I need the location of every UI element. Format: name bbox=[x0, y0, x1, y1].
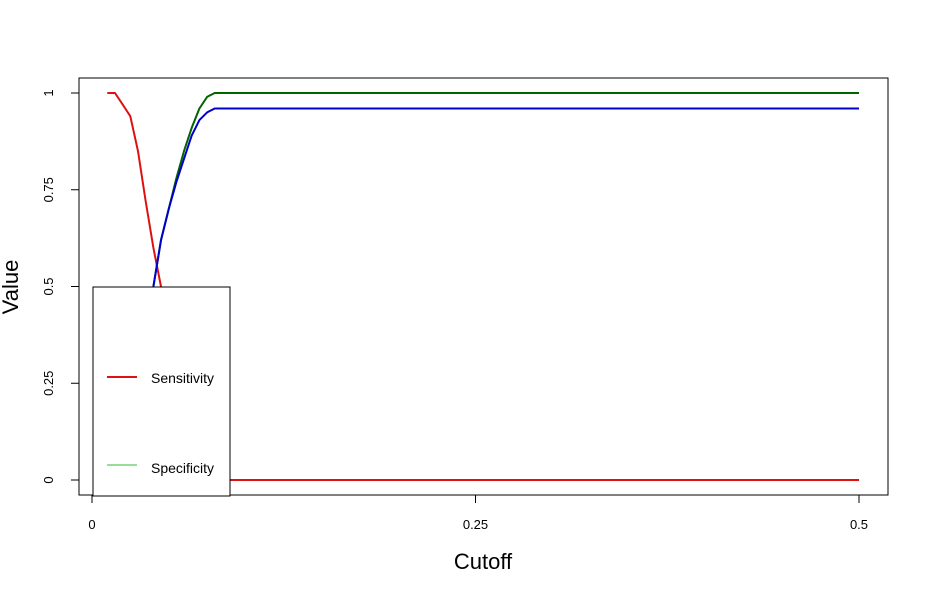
series-line-2 bbox=[152, 107, 859, 287]
x-tick-label: 0 bbox=[88, 517, 95, 532]
x-axis-title: Cutoff bbox=[454, 549, 513, 574]
x-tick-label: 0.5 bbox=[850, 517, 868, 532]
y-axis: 0 0.25 0.5 0.75 1 bbox=[41, 89, 80, 484]
legend-label-sensitivity: Sensitivity bbox=[151, 370, 214, 386]
legend-box bbox=[92, 286, 231, 497]
y-tick-label: 0.75 bbox=[41, 177, 56, 202]
series-line-1 bbox=[152, 92, 859, 287]
y-tick-label: 1 bbox=[41, 89, 56, 96]
y-tick-label: 0 bbox=[41, 476, 56, 483]
x-tick-label: 0.25 bbox=[463, 517, 488, 532]
y-tick-label: 0.5 bbox=[41, 277, 56, 295]
y-tick-label: 0.25 bbox=[41, 371, 56, 396]
x-axis: 0 0.25 0.5 bbox=[88, 494, 868, 532]
legend-label-specificity: Specificity bbox=[151, 460, 214, 476]
y-axis-title: Value bbox=[0, 260, 23, 315]
legend: Sensitivity Specificity bbox=[92, 286, 231, 497]
